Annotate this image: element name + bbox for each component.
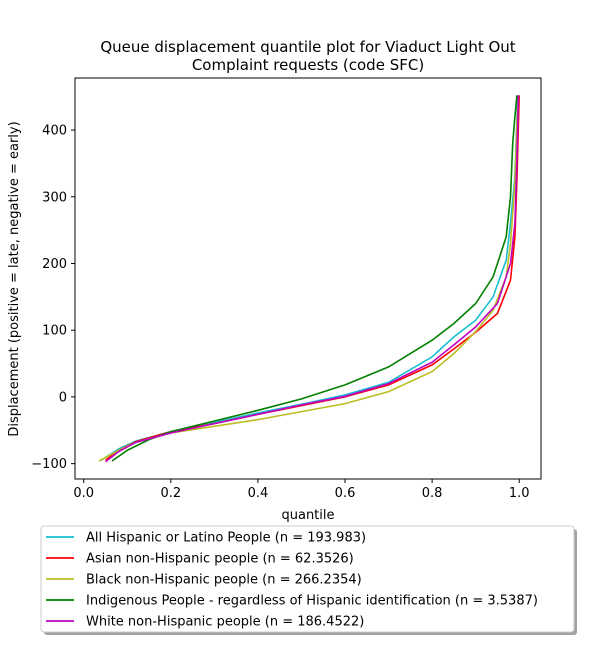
- legend-items: All Hispanic or Latino People (n = 193.9…: [46, 531, 538, 630]
- y-tick-label: 400: [42, 124, 67, 139]
- x-axis-label: quantile: [281, 508, 334, 523]
- legend-box: [40, 525, 575, 633]
- chart-title-line-2: Complaint requests (code SFC): [192, 56, 424, 74]
- y-axis-label: Displacement (positive = late, negative …: [7, 121, 22, 436]
- y-tick-label: −100: [31, 457, 67, 472]
- series-line-0: [100, 95, 519, 461]
- series-line-2: [98, 95, 520, 462]
- series-line-3: [111, 95, 518, 462]
- y-tick-label: 300: [42, 190, 67, 205]
- x-tick-label: 0.2: [160, 486, 181, 501]
- x-tick-label: 0.6: [335, 486, 356, 501]
- plot-frame: [74, 77, 542, 480]
- x-tick-label: 1.0: [509, 486, 530, 501]
- x-tick-label: 0.8: [422, 486, 443, 501]
- legend-label-1: Asian non-Hispanic people (n = 62.3526): [86, 552, 354, 567]
- y-tick-label: 0: [59, 390, 67, 405]
- y-tick-label: 100: [42, 324, 67, 339]
- series-line-1: [105, 95, 520, 461]
- x-axis-ticks: 0.0 0.2 0.4 0.6 0.8 1.0: [73, 479, 530, 501]
- y-axis-ticks: −100 0 100 200 300 400: [31, 124, 75, 472]
- legend-label-4: White non-Hispanic people (n = 186.4522): [86, 615, 364, 630]
- legend: All Hispanic or Latino People (n = 193.9…: [40, 525, 577, 635]
- legend-label-0: All Hispanic or Latino People (n = 193.9…: [86, 531, 366, 546]
- chart-title-line-1: Queue displacement quantile plot for Via…: [100, 38, 515, 56]
- legend-label-2: Black non-Hispanic people (n = 266.2354): [86, 573, 362, 588]
- x-tick-label: 0.0: [73, 486, 94, 501]
- x-tick-label: 0.4: [248, 486, 269, 501]
- legend-label-3: Indigenous People - regardless of Hispan…: [86, 594, 538, 609]
- plot-lines: [98, 95, 520, 463]
- series-line-4: [105, 95, 520, 463]
- y-tick-label: 200: [42, 257, 67, 272]
